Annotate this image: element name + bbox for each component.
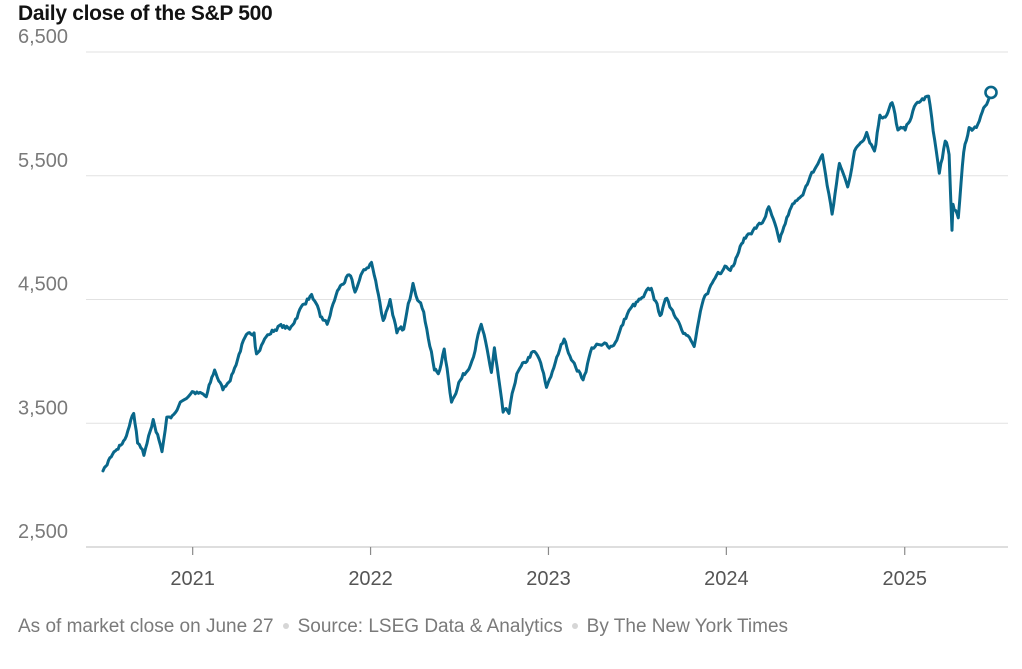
y-tick-label: 5,500: [18, 150, 68, 172]
series-layer: [101, 85, 998, 473]
x-axis-labels: 2021 2022 2023 2024 2025: [170, 547, 927, 590]
footer-source: Source: LSEG Data & Analytics: [297, 616, 563, 637]
y-tick-label: 4,500: [18, 274, 68, 296]
gridlines: [86, 51, 1008, 548]
x-tick-label: 2024: [704, 568, 749, 590]
footer-separator-dot: [282, 622, 289, 629]
y-tick-label: 3,500: [18, 397, 68, 419]
x-tick-label: 2023: [526, 568, 571, 590]
y-tick-label: 6,500: [18, 26, 68, 48]
chart-title: Daily close of the S&P 500: [18, 2, 273, 25]
footer-note: As of market close on June 27: [18, 616, 274, 637]
chart-footer: As of market close on June 27 Source: LSE…: [18, 616, 788, 638]
x-tick-label: 2021: [170, 568, 215, 590]
x-tick-label: 2022: [348, 568, 393, 590]
footer-byline: By The New York Times: [586, 616, 789, 637]
y-tick-label: 2,500: [18, 521, 68, 543]
series-line: [101, 91, 993, 473]
end-point-marker: [984, 85, 998, 100]
x-tick-label: 2025: [882, 568, 927, 590]
footer-separator-dot: [571, 622, 578, 629]
y-axis-labels: 2,500 3,500 4,500 5,500 6,500: [18, 26, 68, 543]
